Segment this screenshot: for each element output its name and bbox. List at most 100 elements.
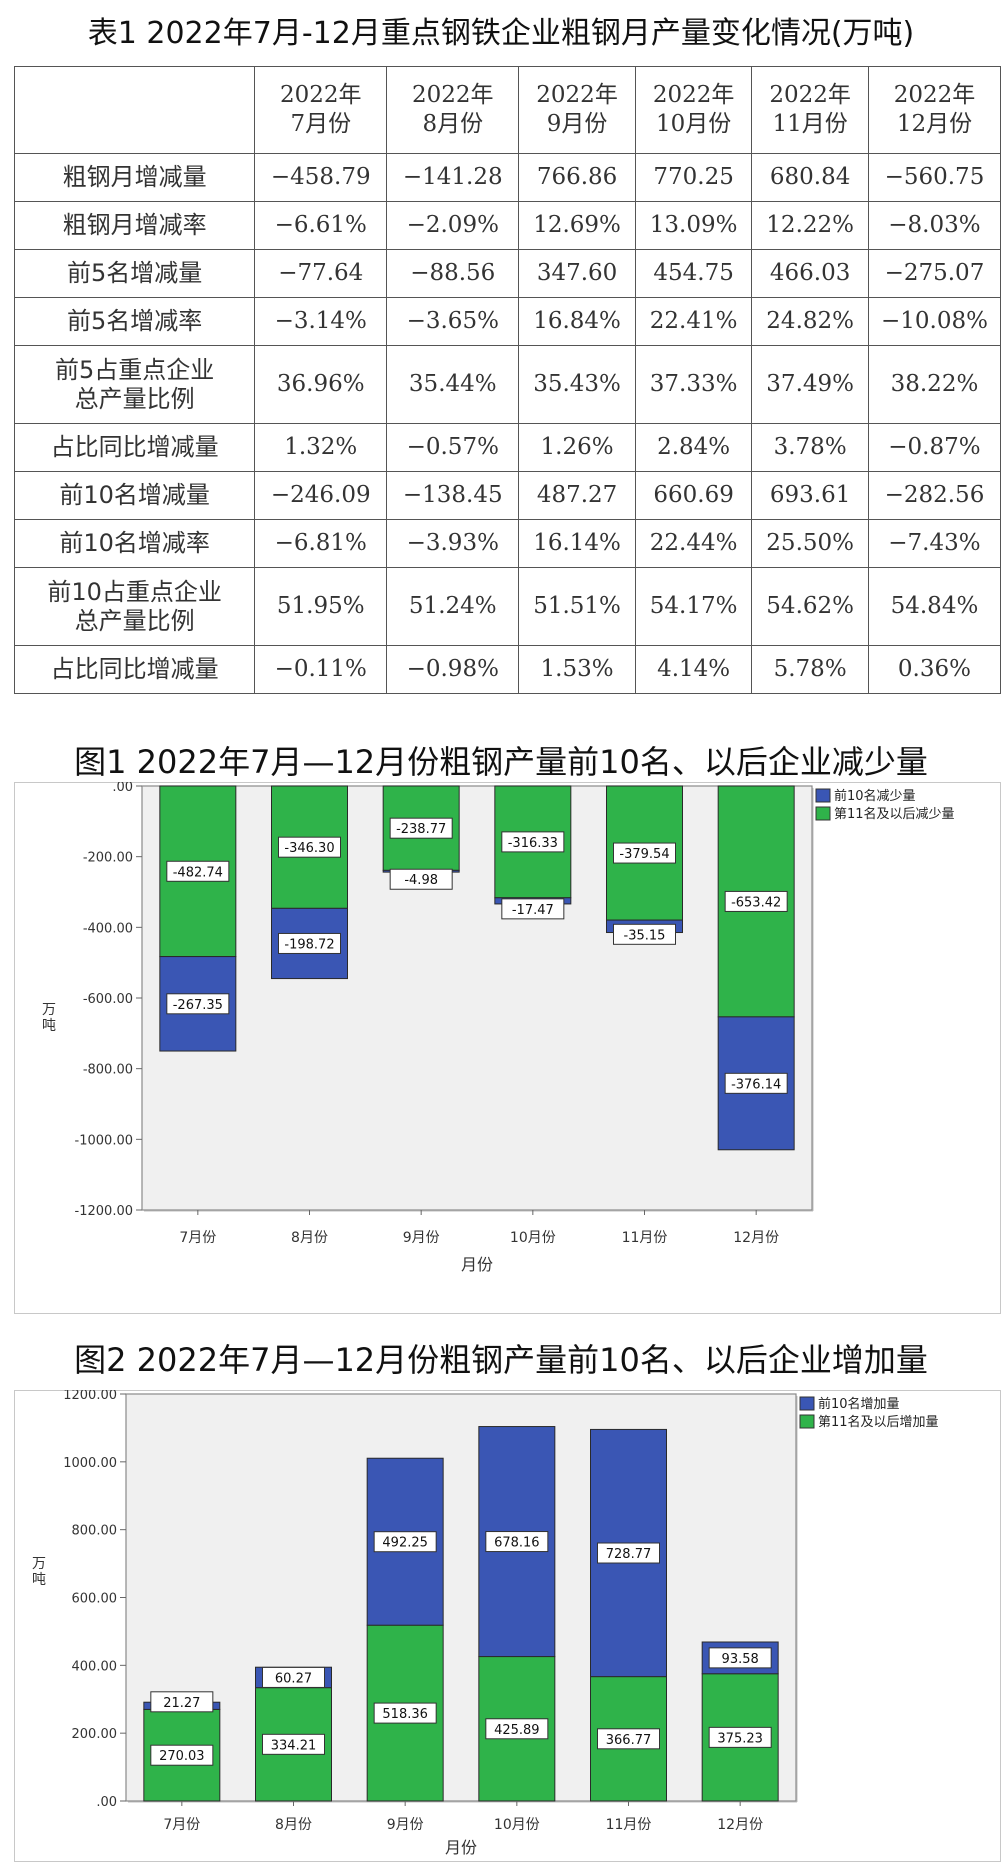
- row-label: 占比同比增减量: [13, 645, 256, 694]
- data-label: -316.33: [508, 836, 558, 851]
- plot-area: [125, 1393, 797, 1802]
- data-label: 60.27: [275, 1671, 312, 1686]
- data-label: 425.89: [494, 1723, 540, 1738]
- table-cell: −8.03%: [867, 201, 1002, 250]
- data-label: -17.47: [512, 903, 554, 918]
- data-label: 492.25: [382, 1536, 428, 1551]
- row-label: 前10名增减量: [13, 471, 256, 520]
- x-tick-label: 10月份: [494, 1817, 540, 1833]
- table-cell: −0.11%: [254, 645, 388, 694]
- figure1-chart: .00 -200.00 -400.00 -600.00 -800.00 -1000.00 -…: [14, 780, 1001, 1314]
- data-label-box: [724, 890, 788, 912]
- row-label: 前10名增减率: [13, 519, 256, 568]
- data-label-box: [278, 932, 341, 954]
- table-cell: −3.14%: [254, 297, 388, 346]
- legend-label: 第11名及以后增加量: [818, 1414, 939, 1430]
- table-cell: −560.75: [867, 153, 1002, 202]
- y-tick-label: .00: [112, 782, 133, 795]
- table-title: 表1 2022年7月-12月重点钢铁企业粗钢月产量变化情况(万吨): [87, 16, 915, 51]
- table-cell: 770.25: [634, 153, 753, 202]
- column-header: 2022年 11月份: [751, 66, 869, 154]
- table-cell: −246.09: [254, 471, 388, 520]
- x-axis-label: 月份: [461, 1255, 493, 1274]
- data-label-box: [501, 831, 565, 853]
- data-label: 93.58: [722, 1652, 759, 1667]
- y-tick-label: -800.00: [83, 1063, 133, 1078]
- table-cell: −141.28: [386, 153, 520, 202]
- legend-swatch: [799, 1414, 815, 1429]
- y-tick-label: .00: [96, 1795, 117, 1810]
- table-cell: 12.69%: [518, 201, 636, 250]
- y-tick-label: 1000.00: [63, 1456, 117, 1471]
- y-tick-label: 600.00: [72, 1592, 118, 1607]
- data-label-box: [262, 1666, 325, 1688]
- data-label: 366.77: [606, 1733, 652, 1748]
- table-corner-cell: [13, 66, 256, 154]
- data-label-box: [597, 1542, 660, 1564]
- data-label-box: [262, 1733, 325, 1755]
- table-cell: 660.69: [634, 471, 753, 520]
- table-row: 前5占重点企业 总产量比例 36.96% 35.44% 35.43% 37.33% 37.4…: [13, 345, 1002, 424]
- table-cell: 37.33%: [634, 345, 753, 424]
- table-row: 前5名增减率 −3.14% −3.65% 16.84% 22.41% 24.82% −10.…: [13, 297, 1002, 346]
- table-cell: 51.24%: [386, 567, 520, 646]
- table-cell: 454.75: [634, 249, 753, 298]
- x-tick-label: 12月份: [733, 1230, 779, 1246]
- table-cell: 35.44%: [386, 345, 520, 424]
- data-label-box: [501, 898, 565, 920]
- y-tick-label: 800.00: [72, 1524, 118, 1539]
- y-axis-label: 万: [32, 1556, 46, 1572]
- column-header: 2022年 12月份: [867, 66, 1002, 154]
- x-tick-label: 11月份: [622, 1230, 668, 1246]
- table-cell: 38.22%: [867, 345, 1002, 424]
- legend-label: 前10名减少量: [834, 788, 916, 804]
- table-cell: 51.51%: [518, 567, 636, 646]
- data-label: -198.72: [284, 937, 334, 952]
- table-row: 占比同比增减量 1.32% −0.57% 1.26% 2.84% 3.78% −0.87%: [13, 423, 1002, 472]
- y-tick-label: -600.00: [83, 992, 133, 1007]
- table-cell: −282.56: [867, 471, 1002, 520]
- table-cell: −275.07: [867, 249, 1002, 298]
- table-row: 前10名增减率 −6.81% −3.93% 16.14% 22.44% 25.50% −7.…: [13, 519, 1002, 568]
- y-tick-label: -200.00: [83, 851, 133, 866]
- figure1-title: 图1 2022年7月—12月份粗钢产量前10名、以后企业减少量: [74, 743, 928, 781]
- table-cell: 24.82%: [751, 297, 869, 346]
- x-tick-label: 12月份: [717, 1817, 763, 1833]
- table-cell: 4.14%: [634, 645, 753, 694]
- y-tick-label: 400.00: [72, 1659, 118, 1674]
- data-label-box: [278, 836, 341, 858]
- table-cell: 54.17%: [634, 567, 753, 646]
- row-label: 前5名增减量: [13, 249, 256, 298]
- data-label: 375.23: [717, 1731, 763, 1746]
- column-header: 2022年 9月份: [518, 66, 636, 154]
- table-row: 前10占重点企业 总产量比例 51.95% 51.24% 51.51% 54.17% 54.…: [13, 567, 1002, 646]
- y-tick-label: 200.00: [72, 1727, 118, 1742]
- table-cell: 1.32%: [254, 423, 388, 472]
- table-cell: 22.41%: [634, 297, 753, 346]
- data-label-box: [613, 923, 676, 945]
- data-label: 728.77: [606, 1547, 652, 1562]
- table-cell: 3.78%: [751, 423, 869, 472]
- data-label: -4.98: [404, 873, 438, 888]
- table-cell: −0.57%: [386, 423, 520, 472]
- table-cell: 54.84%: [867, 567, 1002, 646]
- row-label: 前5占重点企业 总产量比例: [13, 345, 256, 424]
- row-label: 前5名增减率: [13, 297, 256, 346]
- table-cell: −6.81%: [254, 519, 388, 568]
- table-cell: −10.08%: [867, 297, 1002, 346]
- production-table: 2022年 7月份 2022年 8月份 2022年 9月份 2022年 10月份 202…: [13, 66, 1002, 694]
- data-label: -379.54: [619, 847, 669, 862]
- figure1-svg: .00 -200.00 -400.00 -600.00 -800.00 -1000.00 -…: [14, 780, 1001, 1314]
- legend-swatch: [815, 788, 831, 803]
- x-tick-label: 8月份: [291, 1230, 328, 1246]
- row-label: 粗钢月增减量: [13, 153, 256, 202]
- data-label-box: [389, 817, 453, 839]
- table-cell: 1.26%: [518, 423, 636, 472]
- y-axis-label: 万: [42, 1002, 56, 1018]
- figure2-chart: .00 200.00 400.00 600.00 800.00 1000.00 1200.0…: [14, 1388, 1001, 1862]
- data-label: -376.14: [731, 1077, 781, 1092]
- y-axis-label: 吨: [42, 1018, 56, 1034]
- data-label: 334.21: [271, 1738, 317, 1753]
- y-axis-label: 吨: [32, 1572, 46, 1588]
